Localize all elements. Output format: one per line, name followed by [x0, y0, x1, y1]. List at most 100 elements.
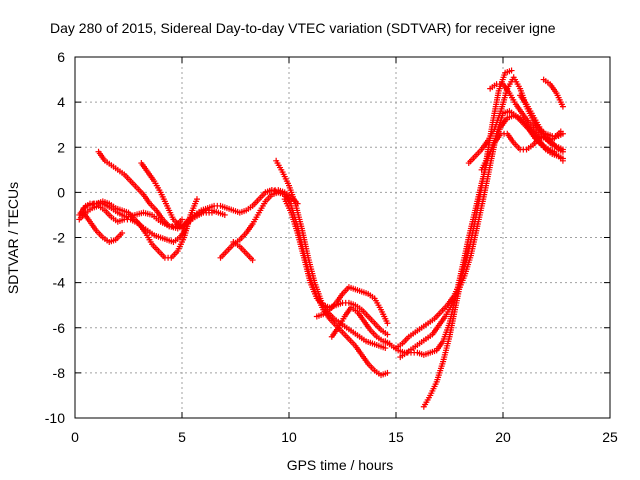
interpolated-points	[479, 155, 490, 171]
interpolated-points	[412, 342, 421, 350]
interpolated-points	[537, 126, 548, 139]
data-point	[249, 257, 256, 264]
series-track-4	[80, 209, 126, 246]
interpolated-points	[520, 121, 531, 131]
interpolated-points	[165, 205, 176, 221]
y-tick-label: -6	[53, 320, 66, 336]
y-axis-label: SDTVAR / TECUs	[5, 182, 21, 294]
interpolated-points	[368, 328, 379, 339]
interpolated-points	[96, 150, 107, 162]
interpolated-points	[245, 204, 254, 212]
interpolated-points	[146, 229, 156, 237]
series-track-23	[540, 76, 566, 110]
data-point	[559, 103, 566, 110]
interpolated-points	[354, 303, 363, 312]
interpolated-points	[470, 198, 483, 232]
interpolated-points	[440, 336, 452, 363]
interpolated-points	[101, 236, 111, 244]
interpolated-points	[232, 208, 241, 215]
interpolated-points	[178, 227, 188, 239]
interpolated-points	[127, 211, 137, 221]
data-point	[193, 196, 200, 203]
interpolated-points	[380, 328, 389, 337]
interpolated-points	[101, 199, 111, 206]
interpolated-points	[322, 308, 331, 316]
interpolated-points	[373, 369, 382, 377]
interpolated-points	[95, 229, 105, 239]
interpolated-points	[175, 236, 187, 252]
x-tick-label: 20	[495, 429, 511, 445]
interpolated-points	[193, 208, 203, 217]
interpolated-points	[159, 235, 168, 243]
interpolated-points	[238, 245, 248, 255]
interpolated-points	[407, 330, 417, 339]
interpolated-points	[384, 339, 393, 348]
interpolated-points	[330, 326, 340, 338]
interpolated-points	[542, 78, 551, 86]
interpolated-points	[429, 348, 438, 355]
interpolated-points	[492, 110, 504, 130]
interpolated-points	[468, 225, 480, 257]
interpolated-points	[502, 108, 511, 116]
interpolated-points	[506, 113, 515, 121]
interpolated-points	[551, 142, 560, 150]
interpolated-points	[489, 82, 498, 91]
interpolated-points	[139, 161, 150, 174]
interpolated-points	[342, 306, 353, 318]
interpolated-points	[360, 308, 370, 318]
interpolated-points	[378, 343, 387, 351]
interpolated-points	[172, 236, 181, 244]
interpolated-points	[551, 151, 560, 159]
interpolated-points	[422, 350, 432, 358]
interpolated-points	[142, 210, 153, 218]
series-track-14	[328, 304, 393, 347]
interpolated-points	[286, 184, 298, 205]
interpolated-points	[544, 131, 554, 139]
interpolated-points	[446, 304, 459, 338]
interpolated-points	[531, 130, 542, 142]
interpolated-points	[250, 211, 261, 225]
interpolated-points	[443, 304, 454, 318]
interpolated-points	[299, 227, 311, 259]
interpolated-points	[362, 319, 373, 332]
interpolated-points	[341, 330, 351, 341]
interpolated-points	[355, 310, 366, 323]
interpolated-points	[114, 231, 124, 242]
interpolated-points	[293, 202, 305, 230]
interpolated-points	[428, 381, 439, 397]
interpolated-points	[219, 249, 229, 260]
interpolated-points	[453, 272, 465, 306]
y-tick-label: 6	[57, 49, 65, 65]
interpolated-points	[333, 317, 342, 325]
interpolated-points	[219, 203, 228, 211]
interpolated-points	[345, 326, 355, 334]
interpolated-points	[157, 249, 167, 260]
interpolated-points	[81, 211, 92, 223]
interpolated-points	[103, 209, 113, 219]
interpolated-points	[527, 121, 537, 131]
interpolated-points	[501, 82, 512, 95]
interpolated-points	[326, 310, 336, 321]
interpolated-points	[154, 209, 165, 221]
interpolated-points	[116, 168, 126, 176]
interpolated-points	[433, 310, 443, 321]
interpolated-points	[358, 335, 367, 343]
interpolated-points	[312, 281, 324, 302]
interpolated-points	[315, 297, 325, 307]
interpolated-points	[380, 370, 389, 378]
interpolated-points	[97, 204, 106, 212]
interpolated-points	[420, 321, 429, 330]
interpolated-points	[108, 202, 117, 210]
interpolated-points	[150, 242, 160, 253]
interpolated-points	[422, 394, 432, 408]
interpolated-points	[257, 200, 268, 214]
interpolated-points	[110, 215, 119, 224]
data-point	[221, 211, 228, 218]
interpolated-points	[467, 154, 477, 165]
interpolated-points	[134, 210, 145, 218]
interpolated-points	[379, 308, 390, 324]
interpolated-points	[158, 191, 169, 207]
interpolated-points	[399, 351, 408, 359]
interpolated-points	[512, 141, 522, 151]
x-axis-label: GPS time / hours	[287, 457, 394, 473]
